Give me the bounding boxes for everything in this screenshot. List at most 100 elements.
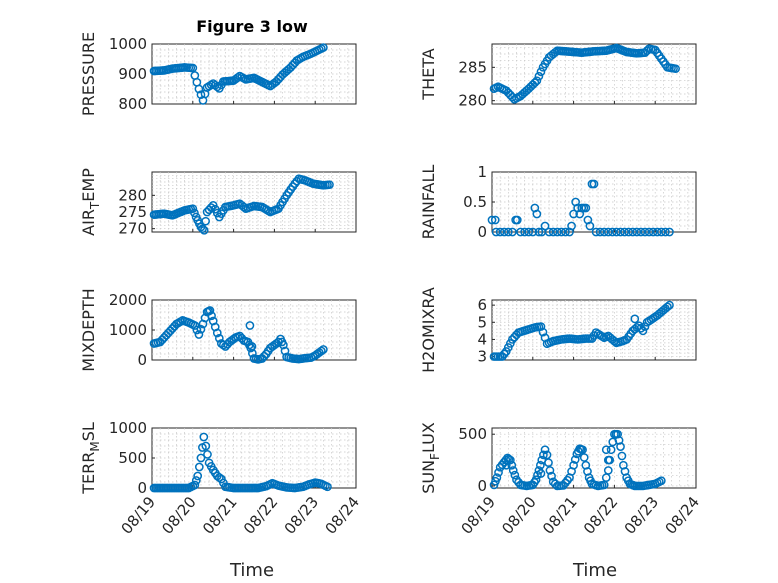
y-axis-label: RAINFALL bbox=[419, 165, 438, 240]
data-point bbox=[491, 227, 501, 237]
data-point bbox=[531, 475, 541, 485]
y-tick-label: 0 bbox=[137, 479, 147, 497]
data-point bbox=[561, 227, 570, 237]
y-axis-label: THETA bbox=[419, 48, 438, 100]
x-tick-label: 08/19 bbox=[117, 493, 159, 538]
data-point bbox=[510, 470, 520, 480]
y-tick-label: 0 bbox=[477, 223, 487, 241]
data-point bbox=[494, 468, 503, 477]
data-point bbox=[534, 227, 544, 237]
data-point bbox=[601, 445, 611, 455]
data-point bbox=[316, 346, 326, 356]
series-points bbox=[487, 179, 674, 237]
data-point bbox=[606, 445, 616, 455]
data-point bbox=[196, 324, 206, 334]
data-point bbox=[507, 460, 517, 470]
data-point bbox=[544, 227, 554, 237]
data-point bbox=[206, 203, 216, 212]
data-point bbox=[487, 215, 497, 225]
data-point bbox=[545, 466, 555, 475]
subplot-theta: 280 285 THETA bbox=[419, 43, 697, 110]
x-tick-label: 08/21 bbox=[539, 493, 581, 538]
data-point bbox=[665, 300, 674, 310]
plot-area bbox=[151, 427, 357, 489]
series-points bbox=[149, 432, 332, 493]
data-point bbox=[661, 227, 670, 237]
data-point bbox=[319, 345, 328, 354]
y-tick-label: 2000 bbox=[109, 291, 147, 309]
y-tick-label: 5 bbox=[477, 313, 487, 331]
data-point bbox=[540, 221, 550, 231]
data-point bbox=[246, 343, 256, 353]
y-tick-label: 280 bbox=[118, 186, 147, 204]
data-point bbox=[671, 64, 680, 74]
y-tick-label: 285 bbox=[458, 58, 487, 76]
data-point bbox=[630, 314, 640, 324]
data-point bbox=[190, 321, 200, 330]
y-tick-label: 0 bbox=[137, 351, 147, 369]
y-tick-label: 6 bbox=[477, 296, 487, 314]
data-point bbox=[201, 216, 211, 226]
data-point bbox=[190, 208, 199, 218]
data-point bbox=[665, 227, 674, 237]
data-point bbox=[279, 340, 288, 350]
x-tick-label: 08/21 bbox=[199, 493, 241, 538]
data-point bbox=[616, 442, 625, 451]
x-tick-label: 08/24 bbox=[321, 493, 363, 538]
data-point bbox=[595, 227, 605, 237]
data-point bbox=[536, 67, 546, 77]
y-axis-label: H2OMIXRA bbox=[419, 287, 438, 373]
data-point bbox=[599, 227, 609, 237]
data-point bbox=[544, 458, 553, 468]
data-point bbox=[190, 480, 200, 490]
data-point bbox=[532, 209, 542, 219]
data-point bbox=[648, 227, 658, 237]
y-tick-label: 500 bbox=[458, 425, 487, 443]
data-point bbox=[548, 227, 558, 237]
data-point bbox=[205, 306, 215, 315]
y-tick-label: 500 bbox=[118, 449, 147, 467]
data-point bbox=[512, 215, 522, 225]
subplot-sunflux: 0 500 08/19 08/20 08/21 08/22 08/23 08/24 SUNFLU… bbox=[419, 422, 703, 537]
data-point bbox=[198, 224, 207, 234]
x-tick-label: 08/24 bbox=[661, 493, 703, 538]
data-point bbox=[534, 71, 544, 81]
data-point bbox=[547, 471, 556, 481]
y-tick-label: 0 bbox=[477, 477, 487, 495]
series-points bbox=[489, 300, 674, 361]
y-axis-label: AIRTEMP bbox=[79, 168, 102, 236]
data-point bbox=[503, 227, 513, 237]
data-point bbox=[628, 227, 638, 237]
data-point bbox=[567, 221, 576, 231]
data-point bbox=[524, 227, 534, 237]
data-point bbox=[508, 227, 517, 237]
data-point bbox=[542, 450, 552, 460]
y-tick-label: 1 bbox=[477, 163, 487, 181]
data-point bbox=[640, 227, 650, 237]
y-axis-label: PRESSURE bbox=[79, 32, 98, 116]
y-tick-label: 4 bbox=[477, 330, 487, 348]
data-point bbox=[617, 451, 627, 461]
data-point bbox=[642, 46, 652, 56]
data-point bbox=[508, 466, 518, 475]
data-point bbox=[536, 322, 546, 331]
figure-title: Figure 3 low bbox=[196, 17, 308, 36]
plot-area bbox=[491, 427, 697, 489]
data-point bbox=[528, 227, 538, 237]
y-axis-label: MIXDEPTH bbox=[79, 288, 98, 371]
x-tick-label: 08/20 bbox=[158, 493, 200, 538]
series-points bbox=[489, 429, 666, 491]
series-points bbox=[489, 43, 680, 104]
data-point bbox=[325, 180, 334, 190]
y-tick-label: 1000 bbox=[109, 35, 147, 53]
data-point bbox=[570, 455, 580, 464]
data-point bbox=[323, 482, 332, 492]
y-tick-label: 1000 bbox=[109, 321, 147, 339]
data-point bbox=[652, 227, 662, 237]
data-point bbox=[608, 227, 617, 237]
subplot-terrmsl: 0 500 1000 08/19 08/20 08/21 08/22 08/23 08/24 TE… bbox=[79, 419, 363, 538]
x-tick-label: 08/23 bbox=[281, 493, 323, 538]
data-point bbox=[212, 328, 222, 338]
subplot-rainfall: 0 0.5 1 RAINFALL bbox=[419, 163, 697, 241]
